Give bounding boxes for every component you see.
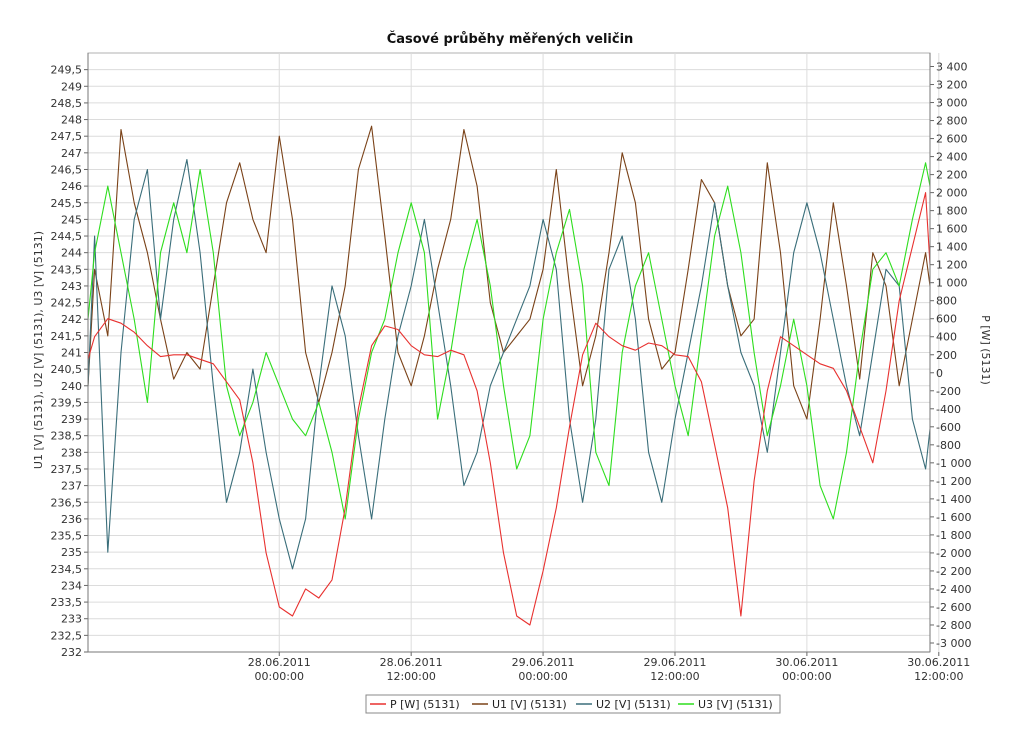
y-right-tick-label: 400 <box>936 331 957 344</box>
y-left-tick-label: 236 <box>61 513 82 526</box>
x-tick-date: 30.06.2011 <box>775 656 838 669</box>
y-left-tick-label: 239 <box>61 413 82 426</box>
legend-item-label: U3 [V] (5131) <box>698 698 773 711</box>
y-left-tick-label: 238 <box>61 446 82 459</box>
y-right-tick-label: 1 600 <box>936 223 968 236</box>
y-left-tick-label: 247,5 <box>51 130 83 143</box>
y-right-tick-label: -2 400 <box>936 583 971 596</box>
y-left-tick-label: 249,5 <box>51 64 83 77</box>
y-left-tick-label: 241 <box>61 347 82 360</box>
y-right-tick-label: 1 000 <box>936 277 968 290</box>
y-left-tick-label: 240,5 <box>51 363 83 376</box>
y-right-tick-label: -1 200 <box>936 475 971 488</box>
x-tick-date: 29.06.2011 <box>643 656 706 669</box>
x-tick-time: 12:00:00 <box>650 670 699 683</box>
legend-item-label: U2 [V] (5131) <box>596 698 671 711</box>
y-left-tick-label: 245,5 <box>51 197 83 210</box>
legend-box <box>365 694 781 714</box>
y-right-tick-label: -600 <box>936 421 961 434</box>
y-axis-left-label: U1 [V] (5131), U2 [V] (5131), U3 [V] (51… <box>32 231 45 469</box>
y-left-tick-label: 246 <box>61 180 82 193</box>
series-line-u2 <box>87 158 931 570</box>
y-left-tick-label: 240 <box>61 380 82 393</box>
y-left-tick-label: 233 <box>61 613 82 626</box>
y-right-tick-label: 1 400 <box>936 241 968 254</box>
x-tick-date: 29.06.2011 <box>512 656 575 669</box>
y-left-tick-label: 236,5 <box>51 496 83 509</box>
y-right-tick-label: 3 400 <box>936 61 968 74</box>
y-left-tick-label: 242 <box>61 313 82 326</box>
y-right-tick-label: 1 200 <box>936 259 968 272</box>
series-line-u1 <box>87 125 931 420</box>
y-left-tick-label: 234,5 <box>51 563 83 576</box>
y-left-tick-label: 243,5 <box>51 263 83 276</box>
y-right-tick-label: 2 200 <box>936 169 968 182</box>
x-tick-time: 00:00:00 <box>255 670 304 683</box>
y-axis-right-label: P [W] (5131) <box>979 315 992 385</box>
y-left-tick-label: 234 <box>61 579 82 592</box>
x-tick-date: 30.06.2011 <box>907 656 970 669</box>
y-right-tick-label: 600 <box>936 313 957 326</box>
y-left-tick-label: 232,5 <box>51 629 83 642</box>
y-right-tick-label: 200 <box>936 349 957 362</box>
x-tick-date: 28.06.2011 <box>248 656 311 669</box>
y-left-tick-label: 235,5 <box>51 530 83 543</box>
y-right-tick-label: -2 800 <box>936 619 971 632</box>
y-right-tick-label: -200 <box>936 385 961 398</box>
legend: P [W] (5131) U1 [V] (5131) U2 [V] (5131) U3… <box>365 694 781 714</box>
legend-item-label: P [W] (5131) <box>390 698 460 711</box>
y-left-tick-label: 244,5 <box>51 230 83 243</box>
y-right-tick-label: 2 000 <box>936 187 968 200</box>
y-right-tick-label: 3 000 <box>936 97 968 110</box>
y-left-tick-label: 239,5 <box>51 396 83 409</box>
series-line-p <box>87 192 931 626</box>
y-right-tick-label: -2 200 <box>936 565 971 578</box>
y-left-tick-label: 238,5 <box>51 430 83 443</box>
y-right-tick-label: -800 <box>936 439 961 452</box>
y-left-tick-label: 247 <box>61 147 82 160</box>
axes: 232 232,5 233 233,5 234 234,5 235 235,5 236 236,5… <box>51 53 971 683</box>
x-tick-time: 12:00:00 <box>914 670 963 683</box>
y-right-tick-label: -2 000 <box>936 547 971 560</box>
y-right-tick-label: 2 600 <box>936 133 968 146</box>
series-line-u3 <box>87 162 931 520</box>
y-left-tick-label: 249 <box>61 80 82 93</box>
y-left-tick-label: 237 <box>61 480 82 493</box>
y-right-tick-label: -1 800 <box>936 529 971 542</box>
x-tick-date: 28.06.2011 <box>380 656 443 669</box>
y-left-tick-label: 233,5 <box>51 596 83 609</box>
legend-item-label: U1 [V] (5131) <box>492 698 567 711</box>
y-left-tick-label: 237,5 <box>51 463 83 476</box>
x-tick-time: 00:00:00 <box>782 670 831 683</box>
y-right-tick-label: 2 400 <box>936 151 968 164</box>
y-right-tick-label: 2 800 <box>936 115 968 128</box>
y-left-tick-label: 248,5 <box>51 97 83 110</box>
y-left-tick-label: 246,5 <box>51 163 83 176</box>
y-right-tick-label: -1 600 <box>936 511 971 524</box>
y-right-tick-label: -3 000 <box>936 637 971 650</box>
y-right-tick-label: -400 <box>936 403 961 416</box>
chart-title: Časové průběhy měřených veličin <box>387 31 634 47</box>
y-right-tick-label: -1 400 <box>936 493 971 506</box>
y-right-tick-label: -2 600 <box>936 601 971 614</box>
y-right-tick-label: 0 <box>936 367 943 380</box>
y-left-tick-label: 243 <box>61 280 82 293</box>
y-right-tick-label: 3 200 <box>936 79 968 92</box>
y-left-tick-label: 242,5 <box>51 297 83 310</box>
y-left-tick-label: 244 <box>61 247 82 260</box>
x-tick-time: 12:00:00 <box>386 670 435 683</box>
y-left-tick-label: 235 <box>61 546 82 559</box>
x-tick-time: 00:00:00 <box>518 670 567 683</box>
y-left-tick-label: 248 <box>61 114 82 127</box>
y-left-tick-label: 241,5 <box>51 330 83 343</box>
series-lines <box>87 125 931 626</box>
y-right-tick-label: -1 000 <box>936 457 971 470</box>
y-right-tick-label: 1 800 <box>936 205 968 218</box>
y-right-tick-label: 800 <box>936 295 957 308</box>
y-left-tick-label: 232 <box>61 646 82 659</box>
y-left-tick-label: 245 <box>61 213 82 226</box>
